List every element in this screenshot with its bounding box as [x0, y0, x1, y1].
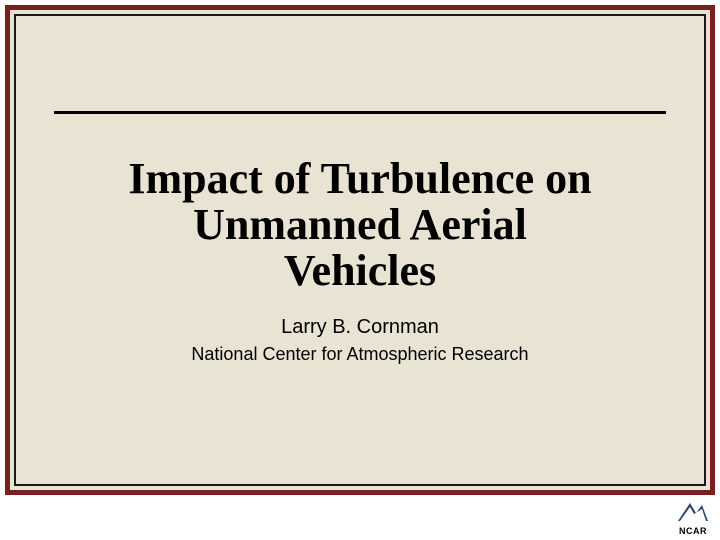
horizontal-divider: [54, 111, 666, 114]
affiliation-text: National Center for Atmospheric Research: [16, 344, 704, 365]
ncar-logo: NCAR: [676, 499, 710, 536]
slide-inner-border: Impact of Turbulence on Unmanned Aerial …: [14, 14, 706, 486]
ncar-logo-icon: [676, 499, 710, 525]
title-line-1: Impact of Turbulence on: [128, 154, 591, 203]
title-line-3: Vehicles: [284, 246, 436, 295]
slide-outer-border: Impact of Turbulence on Unmanned Aerial …: [5, 5, 715, 495]
slide-title: Impact of Turbulence on Unmanned Aerial …: [16, 156, 704, 295]
author-name: Larry B. Cornman: [16, 316, 704, 339]
title-line-2: Unmanned Aerial: [193, 200, 527, 249]
ncar-logo-text: NCAR: [679, 526, 707, 536]
